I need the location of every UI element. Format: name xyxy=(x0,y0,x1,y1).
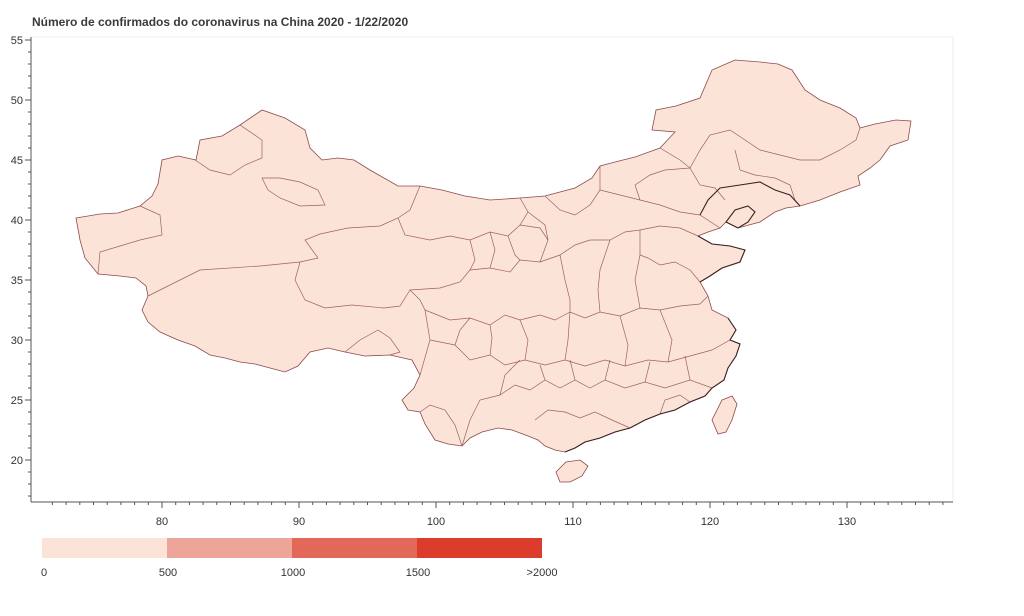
colorbar-label: 500 xyxy=(159,567,177,579)
y-tick-label: 50 xyxy=(11,95,23,107)
x-tick-label: 80 xyxy=(156,516,168,528)
x-axis: 80 90 100 110 120 130 xyxy=(31,502,953,528)
colorbar-segment xyxy=(417,538,542,558)
x-tick-label: 100 xyxy=(427,516,445,528)
y-tick-label: 30 xyxy=(11,335,23,347)
y-axis-ticks: 20 25 30 35 40 45 50 55 xyxy=(11,35,31,496)
colorbar-segment xyxy=(42,538,167,558)
y-tick-label: 40 xyxy=(11,215,23,227)
colorbar-label: 0 xyxy=(41,567,47,579)
colorbar-label: 1500 xyxy=(406,567,430,579)
hainan-region xyxy=(556,460,588,482)
y-axis: 20 25 30 35 40 45 50 55 xyxy=(11,35,31,502)
colorbar xyxy=(42,538,542,558)
y-tick-label: 35 xyxy=(11,275,23,287)
x-tick-label: 130 xyxy=(838,516,856,528)
y-tick-label: 55 xyxy=(11,35,23,47)
colorbar-segment xyxy=(167,538,292,558)
colorbar-segment xyxy=(292,538,417,558)
x-tick-label: 110 xyxy=(564,516,582,528)
y-tick-label: 25 xyxy=(11,395,23,407)
x-axis-ticks: 80 90 100 110 120 130 xyxy=(52,502,943,528)
taiwan-region xyxy=(712,396,737,434)
colorbar-label: 1000 xyxy=(281,567,305,579)
y-tick-label: 20 xyxy=(11,455,23,467)
x-tick-label: 120 xyxy=(701,516,719,528)
x-tick-label: 90 xyxy=(293,516,305,528)
y-tick-label: 45 xyxy=(11,155,23,167)
colorbar-label: >2000 xyxy=(527,567,558,579)
